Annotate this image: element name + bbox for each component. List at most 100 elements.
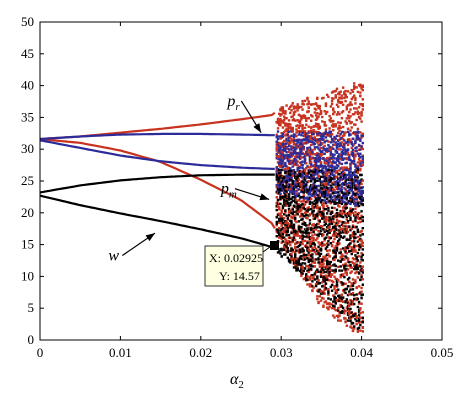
pr-chaos-point xyxy=(322,304,325,307)
w-chaos-point xyxy=(308,200,312,203)
pr-chaos-point xyxy=(309,114,313,117)
pr-chaos-point xyxy=(359,164,362,167)
pr-chaos-point xyxy=(321,203,324,207)
blue-chaos-point xyxy=(306,198,309,201)
pr-chaos-point xyxy=(357,321,361,324)
pr-chaos-point xyxy=(328,114,331,118)
w-chaos-point xyxy=(300,263,303,267)
x-tick-label: 0.02 xyxy=(189,345,212,360)
pr-chaos-point xyxy=(301,124,304,127)
blue-chaos-point xyxy=(324,186,328,189)
w-chaos-point xyxy=(319,229,323,233)
annotation-arrow-head xyxy=(145,233,155,242)
w-chaos-point xyxy=(318,210,321,214)
w-chaos-point xyxy=(321,199,324,202)
w-chaos-point xyxy=(335,208,339,211)
w-chaos-point xyxy=(282,236,286,239)
blue-chaos-point xyxy=(276,179,280,183)
pr-chaos-point xyxy=(337,111,340,114)
w-chaos-point xyxy=(303,222,307,225)
w-chaos-point xyxy=(360,275,363,279)
w-chaos-point xyxy=(340,202,344,206)
w-chaos-point xyxy=(313,217,317,220)
blue-chaos-point xyxy=(356,193,360,196)
w-chaos-point xyxy=(314,169,318,173)
w-chaos-point xyxy=(355,293,358,296)
blue-chaos-point xyxy=(329,197,333,201)
pr-chaos-point xyxy=(295,124,298,128)
w-chaos-point xyxy=(282,213,286,216)
pr-chaos-point xyxy=(298,119,302,122)
blue-chaos-point xyxy=(346,139,350,142)
pr-chaos-point xyxy=(361,98,364,101)
blue-chaos-point xyxy=(286,134,290,137)
blue-chaos-point xyxy=(337,154,340,158)
pr-chaos-point xyxy=(361,163,364,167)
w-chaos-point xyxy=(281,221,285,225)
pr-chaos-point xyxy=(337,204,340,207)
w-chaos-point xyxy=(361,203,364,206)
blue-chaos-point xyxy=(324,188,328,191)
blue-chaos-point xyxy=(361,157,364,161)
w-chaos-point xyxy=(318,177,321,181)
pr-chaos-point xyxy=(291,102,294,105)
pr-chaos-point xyxy=(279,155,282,159)
w-chaos-point xyxy=(312,192,315,195)
pr-chaos-point xyxy=(323,124,326,127)
w-chaos-point xyxy=(312,202,315,206)
blue-chaos-point xyxy=(319,198,323,202)
blue-chaos-point xyxy=(316,171,319,175)
blue-chaos-point xyxy=(308,169,312,172)
w-chaos-point xyxy=(313,226,317,229)
w-chaos-point xyxy=(354,193,357,197)
blue-chaos-point xyxy=(309,189,313,192)
blue-chaos-point xyxy=(328,175,331,178)
pr-chaos-point xyxy=(300,188,303,191)
w-chaos-point xyxy=(284,194,287,197)
pr-chaos-point xyxy=(323,139,326,143)
blue-chaos-point xyxy=(298,148,302,151)
w-chaos-point xyxy=(308,259,312,262)
blue-chaos-point xyxy=(311,194,314,198)
pr-chaos-point xyxy=(340,220,344,224)
w-chaos-point xyxy=(361,321,364,324)
w-chaos-point xyxy=(344,180,347,184)
blue-chaos-point xyxy=(295,142,298,146)
pr-chaos-point xyxy=(335,224,339,227)
pr-chaos-point xyxy=(319,273,323,277)
pr-chaos-point xyxy=(278,221,281,224)
w-chaos-point xyxy=(346,212,350,215)
pr-chaos-point xyxy=(291,159,294,162)
blue-chaos-point xyxy=(339,137,342,140)
pr-chaos-point xyxy=(312,236,315,240)
pr-chaos-point xyxy=(337,219,340,223)
blue-chaos-point xyxy=(337,157,340,160)
w-chaos-point xyxy=(319,227,323,230)
pr-chaos-point xyxy=(296,257,299,260)
w-chaos-point xyxy=(279,197,282,201)
pr-chaos-point xyxy=(287,239,291,243)
pr-chaos-point xyxy=(349,207,352,210)
pr-chaos-point xyxy=(287,162,291,165)
w-chaos-point xyxy=(341,296,345,299)
pr-chaos-point xyxy=(334,245,337,248)
w-chaos-point xyxy=(296,203,299,206)
pr-chaos-point xyxy=(343,96,346,100)
pr-chaos-point xyxy=(281,234,285,237)
pr-chaos-point xyxy=(313,265,317,268)
pr-chaos-point xyxy=(339,303,342,307)
pr-chaos-point xyxy=(329,161,333,164)
w-chaos-point xyxy=(284,200,287,203)
blue-chaos-point xyxy=(316,176,319,180)
blue-chaos-point xyxy=(352,181,356,184)
blue-chaos-point xyxy=(301,131,304,135)
pr-chaos-point xyxy=(278,141,281,145)
pr-chaos-point xyxy=(325,173,329,176)
pr-chaos-point xyxy=(316,204,319,207)
w-chaos-point xyxy=(335,249,339,252)
blue-chaos-point xyxy=(361,141,364,145)
w-chaos-point xyxy=(359,323,362,327)
pr-chaos-point xyxy=(321,244,324,248)
w-chaos-point xyxy=(322,214,325,217)
pr-chaos-point xyxy=(306,173,309,177)
